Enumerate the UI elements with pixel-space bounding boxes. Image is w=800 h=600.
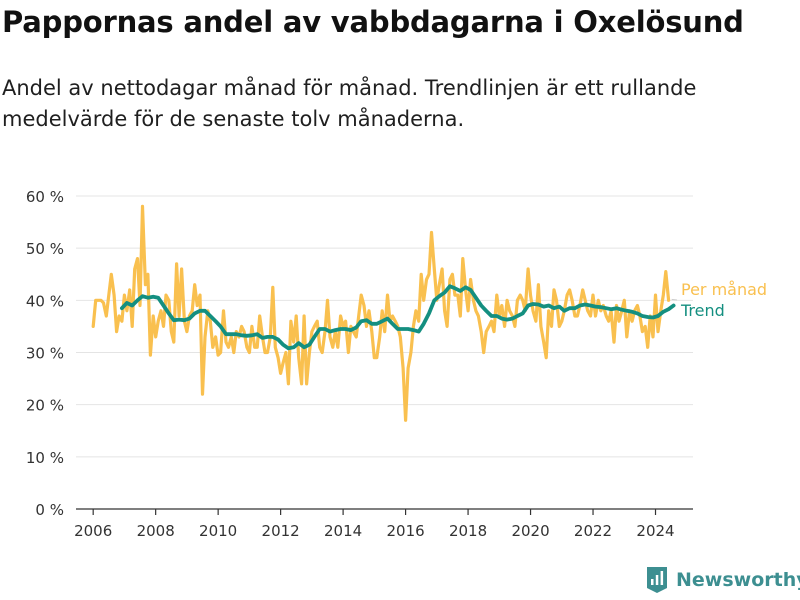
- x-tick-label: 2008: [137, 522, 175, 540]
- x-tick-label: 2020: [511, 522, 549, 540]
- y-tick-label: 10 %: [26, 449, 64, 467]
- chart-title: Pappornas andel av vabbdagarna i Oxelösu…: [2, 5, 744, 39]
- trend-line: [120, 284, 676, 351]
- x-tick-label: 2010: [199, 522, 237, 540]
- y-tick-label: 40 %: [26, 292, 64, 310]
- x-tick-label: 2006: [74, 522, 112, 540]
- series-lines: [91, 204, 676, 422]
- x-tick-label: 2024: [636, 522, 674, 540]
- y-tick-label: 30 %: [26, 345, 64, 363]
- brand-name: Newsworthy: [676, 569, 800, 591]
- series-label-trend: Trend: [680, 301, 725, 320]
- x-tick-label: 2022: [574, 522, 612, 540]
- y-tick-label: 20 %: [26, 397, 64, 415]
- series-labels: Per månad Trend: [671, 280, 767, 320]
- y-tick-label: 0 %: [35, 501, 64, 519]
- x-tick-label: 2016: [386, 522, 424, 540]
- series-label-per-manad: Per månad: [681, 280, 767, 299]
- x-tick-label: 2014: [324, 522, 362, 540]
- x-tick-label: 2018: [449, 522, 487, 540]
- x-tick-label: 2012: [262, 522, 300, 540]
- monthly-share-line: [91, 204, 671, 422]
- chart-subtitle: Andel av nettodagar månad för månad. Tre…: [2, 76, 697, 131]
- newsworthy-brand: Newsworthy: [645, 566, 800, 594]
- y-tick-label: 50 %: [26, 240, 64, 258]
- series-label-leader-line: [671, 298, 678, 301]
- axes: 0 % 10 % 20 % 30 % 40 % 50 % 60 % 2006 2008 2010 2…: [26, 188, 693, 540]
- y-tick-label: 60 %: [26, 188, 64, 206]
- newsworthy-logo-icon: [647, 567, 667, 593]
- gridlines: [76, 195, 693, 458]
